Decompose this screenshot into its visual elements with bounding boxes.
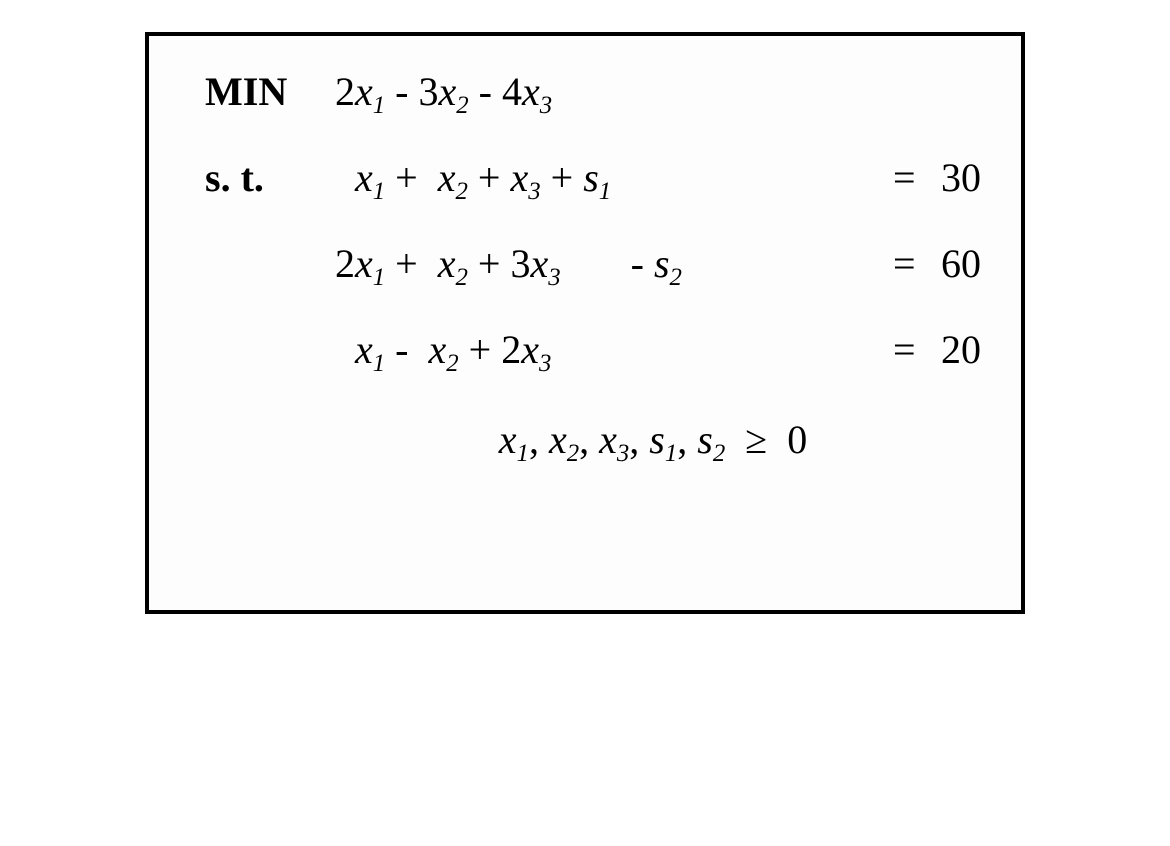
objective-label: MIN [205, 72, 335, 112]
geq-sign: ≥ [745, 417, 767, 462]
var-x: x [530, 241, 548, 286]
sub: 2 [456, 92, 468, 119]
op-minus: - [631, 241, 654, 286]
constraint-2-rhs: = 60 [821, 244, 981, 284]
comma: , [579, 417, 599, 462]
var-x: x [549, 417, 567, 462]
op-plus: + [395, 155, 428, 200]
sub: 2 [446, 350, 458, 377]
comma: , [629, 417, 649, 462]
sub: 1 [373, 350, 385, 377]
var-x: x [521, 327, 539, 372]
comma: , [677, 417, 697, 462]
sub: 1 [373, 178, 385, 205]
sub: 2 [713, 440, 725, 467]
equals-sign: = [893, 158, 931, 198]
coef: 2 [335, 241, 355, 286]
var-x: x [499, 417, 517, 462]
sub: 1 [599, 178, 611, 205]
sub: 3 [617, 440, 629, 467]
subject-to-label: s. t. [205, 158, 335, 198]
op-minus: - [395, 69, 418, 114]
var-x: x [599, 417, 617, 462]
coef: 3 [419, 69, 439, 114]
var-x: x [355, 241, 373, 286]
sub: 1 [665, 440, 677, 467]
sub: 3 [548, 264, 560, 291]
sub: 2 [456, 178, 468, 205]
rhs-value: 30 [941, 155, 981, 200]
constraint-3-rhs: = 20 [821, 330, 981, 370]
constraint-1-rhs: = 30 [821, 158, 981, 198]
var-s: s [649, 417, 665, 462]
rhs-value: 60 [941, 241, 981, 286]
sub: 3 [539, 350, 551, 377]
sub: 2 [567, 440, 579, 467]
op-plus: + [469, 327, 502, 372]
sub: 3 [540, 92, 552, 119]
var-s: s [583, 155, 599, 200]
comma: , [529, 417, 549, 462]
op-minus: - [479, 69, 502, 114]
constraint-row-3: x1 - x2 + 2x3 = 20 [205, 330, 981, 370]
nonnegativity-row: x1, x2, x3, s1, s2 ≥ 0 [205, 416, 981, 463]
var-x: x [439, 69, 457, 114]
var-x: x [510, 155, 528, 200]
constraint-2-lhs: 2x1 + x2 + 3x3 - s2 [335, 244, 821, 284]
coef: 2 [501, 327, 521, 372]
coef: 2 [335, 69, 355, 114]
op-minus: - [395, 327, 418, 372]
sub: 1 [517, 440, 529, 467]
zero: 0 [787, 417, 807, 462]
var-x: x [438, 241, 456, 286]
op-plus: + [551, 155, 584, 200]
var-x: x [355, 327, 373, 372]
var-x: x [355, 69, 373, 114]
objective-expression: 2x1 - 3x2 - 4x3 [335, 72, 821, 112]
op-plus: + [478, 155, 511, 200]
var-x: x [355, 155, 373, 200]
sub: 2 [670, 264, 682, 291]
sub: 3 [528, 178, 540, 205]
constraint-1-lhs: x1 + x2 + x3 + s1 [335, 158, 821, 198]
constraint-row-2: 2x1 + x2 + 3x3 - s2 = 60 [205, 244, 981, 284]
var-x: x [438, 155, 456, 200]
var-x: x [429, 327, 447, 372]
objective-row: MIN 2x1 - 3x2 - 4x3 [205, 72, 981, 112]
constraint-row-1: s. t. x1 + x2 + x3 + s1 = 30 [205, 158, 981, 198]
rhs-value: 20 [941, 327, 981, 372]
var-s: s [654, 241, 670, 286]
var-x: x [522, 69, 540, 114]
equals-sign: = [893, 244, 931, 284]
op-plus: + [395, 241, 428, 286]
var-s: s [697, 417, 713, 462]
canvas: MIN 2x1 - 3x2 - 4x3 s. t. x1 + x2 + x3 + [0, 0, 1170, 846]
sub: 1 [373, 264, 385, 291]
equals-sign: = [893, 330, 931, 370]
sub: 1 [373, 92, 385, 119]
sub: 2 [456, 264, 468, 291]
lp-formulation-box: MIN 2x1 - 3x2 - 4x3 s. t. x1 + x2 + x3 + [145, 32, 1025, 614]
coef: 4 [502, 69, 522, 114]
constraint-3-lhs: x1 - x2 + 2x3 [335, 330, 821, 370]
op-plus: + [478, 241, 511, 286]
coef: 3 [510, 241, 530, 286]
